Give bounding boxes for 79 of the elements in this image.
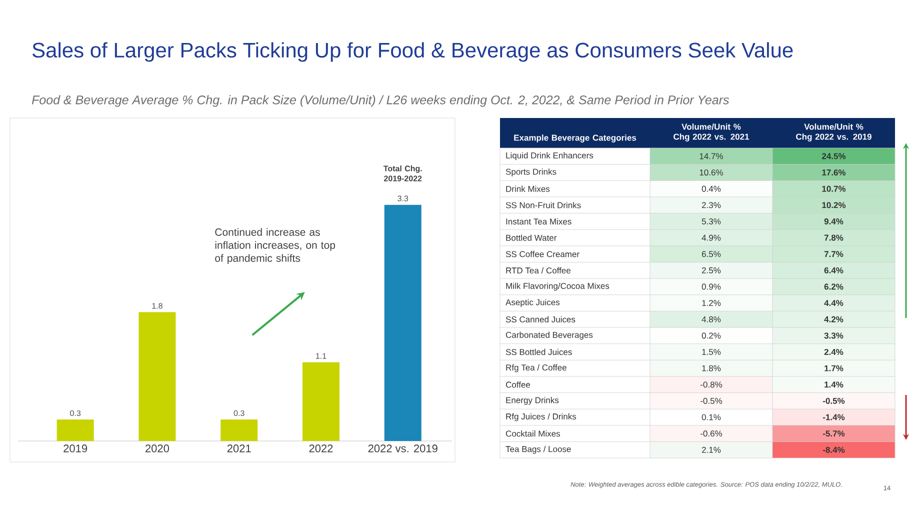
y-tick-label: Instant Tea Mixes: [506, 218, 572, 225]
y-axis-title: Example Beverage Categories: [514, 134, 636, 142]
data-label: -5.7%: [822, 430, 845, 437]
data-label: 3.3%: [824, 332, 844, 339]
data-label: 3.3: [398, 196, 408, 202]
data-label: 2.4%: [824, 348, 844, 355]
bar: [138, 312, 176, 441]
x-tick-label: Volume/Unit % Chg 2022 vs. 2021: [674, 123, 750, 142]
text: Total Chg. 2019-2022: [383, 165, 422, 182]
data-label: 1.8%: [702, 365, 721, 372]
chart-title: Sales of Larger Packs Ticking Up for Food & Beverage as Consumers Seek Value: [32, 42, 793, 62]
chart-subtitle: Food & Beverage Average % Chg. in Pack Size (Volume/Unit) / L26 weeks ending Oct. 2, 2022, & Same Period in Prior Years: [32, 95, 730, 107]
y-tick-label: SS Bottled Juices: [506, 348, 572, 356]
data-label: 2.3%: [702, 202, 721, 208]
y-tick-label: Carbonated Beverages: [506, 332, 593, 340]
x-tick-label: 2022 vs. 2019: [368, 444, 438, 452]
annotation: Continued increase as inflation increases, on top of pandemic shifts: [215, 228, 336, 264]
data-label: 6.4%: [824, 267, 844, 274]
data-label: -0.8%: [700, 382, 722, 388]
data-label: 1.4%: [824, 382, 844, 388]
y-tick-label: SS Canned Juices: [506, 316, 576, 322]
data-label: 1.7%: [824, 365, 844, 372]
data-label: -8.4%: [822, 446, 845, 453]
data-label: -0.5%: [700, 398, 722, 404]
data-label: 0.3: [70, 410, 81, 416]
data-label: 10.7%: [822, 186, 846, 192]
y-tick-label: Rfg Juices / Drinks: [506, 413, 576, 422]
bar: [302, 362, 340, 441]
data-label: 7.8%: [824, 234, 844, 241]
y-tick-label: Liquid Drink Enhancers: [506, 152, 594, 160]
data-label: 9.4%: [824, 218, 844, 224]
data-label: -1.4%: [822, 414, 845, 420]
data-label: 17.6%: [822, 169, 846, 176]
y-tick-label: RTD Tea / Coffee: [506, 267, 571, 274]
y-tick-label: Aseptic Juices: [506, 299, 560, 307]
data-label: 1.8: [152, 302, 162, 309]
y-tick-label: Milk Flavoring/Cocoa Mixes: [506, 282, 610, 291]
y-tick-label: Bottled Water: [506, 234, 557, 241]
data-label: 0.2%: [702, 332, 721, 339]
x-tick-label: 2020: [146, 444, 170, 452]
data-label: -0.5%: [822, 398, 845, 404]
y-tick-label: Tea Bags / Loose: [506, 446, 571, 454]
data-label: 1.2%: [702, 300, 721, 306]
bar: [220, 420, 258, 441]
x-tick-label: 2019: [64, 444, 88, 452]
data-label: 6.5%: [702, 251, 721, 258]
bar: [56, 420, 94, 441]
x-tick-label: 2021: [227, 444, 251, 452]
data-label: 0.4%: [702, 186, 721, 192]
data-label: 4.4%: [824, 300, 844, 306]
data-label: 1.5%: [702, 348, 721, 355]
data-label: 6.2%: [824, 284, 844, 290]
y-tick-label: SS Coffee Creamer: [506, 250, 580, 258]
data-label: 4.8%: [702, 316, 721, 322]
data-label: 7.7%: [824, 251, 844, 258]
data-label: 1.1: [316, 353, 326, 359]
data-label: 10.6%: [700, 169, 724, 176]
bar: [384, 204, 422, 441]
x-tick-label: 2022: [309, 444, 333, 452]
data-label: 10.2%: [822, 202, 846, 208]
data-label: 14.7%: [700, 153, 724, 160]
data-label: 4.2%: [824, 316, 844, 322]
y-tick-label: SS Non-Fruit Drinks: [506, 202, 581, 208]
y-tick-label: Cocktail Mixes: [506, 430, 560, 437]
data-label: 5.3%: [702, 218, 721, 224]
data-label: -0.6%: [700, 430, 722, 437]
data-label: 0.3: [234, 410, 244, 416]
data-label: 4.9%: [702, 234, 721, 241]
data-label: 0.1%: [702, 414, 721, 420]
data-label: 2.5%: [702, 267, 721, 274]
y-tick-label: Rfg Tea / Coffee: [506, 364, 566, 372]
y-tick-label: Drink Mixes: [506, 186, 550, 192]
data-label: 2.1%: [702, 446, 721, 453]
x-tick-label: Volume/Unit % Chg 2022 vs. 2019: [796, 123, 872, 142]
y-tick-label: Sports Drinks: [506, 168, 556, 176]
data-label: 24.5%: [822, 153, 846, 160]
data-label: 0.9%: [702, 284, 721, 290]
y-tick-label: Energy Drinks: [506, 396, 559, 405]
y-tick-label: Coffee: [506, 381, 530, 388]
